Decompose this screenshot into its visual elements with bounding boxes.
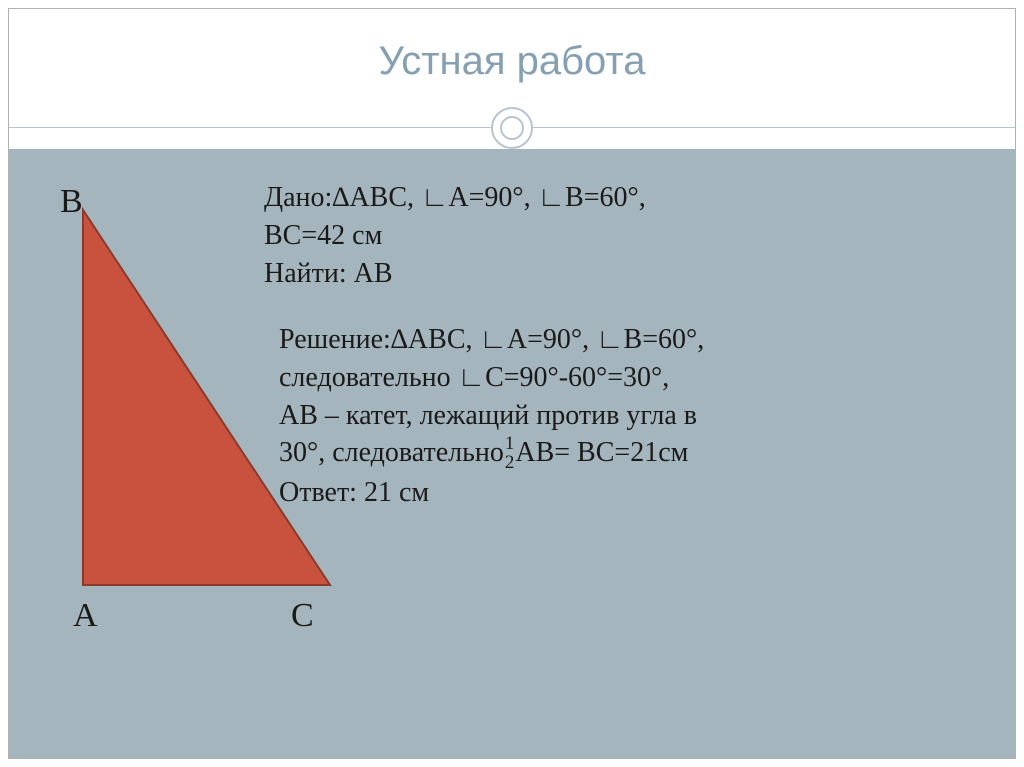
vertex-label-c: C — [291, 597, 314, 635]
vertex-label-a: A — [73, 597, 98, 635]
slide-title: Устная работа — [9, 39, 1015, 84]
slide-frame: Устная работа B A C Дано:∆ABC, ∟A=90°, ∟… — [8, 8, 1016, 759]
title-area: Устная работа — [9, 39, 1015, 84]
solution-answer: Ответ: 21 см — [279, 474, 959, 512]
fraction-half: 12 — [505, 434, 515, 472]
solution-line-1: Решение:∆ABC, ∟A=90°, ∟B=60°, — [279, 321, 959, 359]
solution-line-3: AB – катет, лежащий против угла в — [279, 397, 959, 435]
given-block: Дано:∆ABC, ∟A=90°, ∟B=60°, BC=42 см Найт… — [264, 179, 944, 292]
fraction-denominator: 2 — [505, 453, 515, 472]
given-line-1: Дано:∆ABC, ∟A=90°, ∟B=60°, — [264, 179, 944, 217]
content-area: B A C Дано:∆ABC, ∟A=90°, ∟B=60°, BC=42 с… — [9, 149, 1015, 758]
solution-line-4: 30°, следовательно12AB= BC=21см — [279, 434, 959, 474]
solution-line-4b: AB= BC=21см — [515, 437, 688, 468]
solution-line-2: следовательно ∟С=90°-60°=30°, — [279, 359, 959, 397]
solution-line-4a: 30°, следовательно — [279, 437, 504, 468]
given-line-2: BC=42 см — [264, 217, 944, 255]
divider-ornament — [491, 107, 533, 149]
given-line-3: Найти: АВ — [264, 255, 944, 293]
solution-block: Решение:∆ABC, ∟A=90°, ∟B=60°, следовател… — [279, 321, 959, 512]
fraction-numerator: 1 — [505, 434, 515, 453]
